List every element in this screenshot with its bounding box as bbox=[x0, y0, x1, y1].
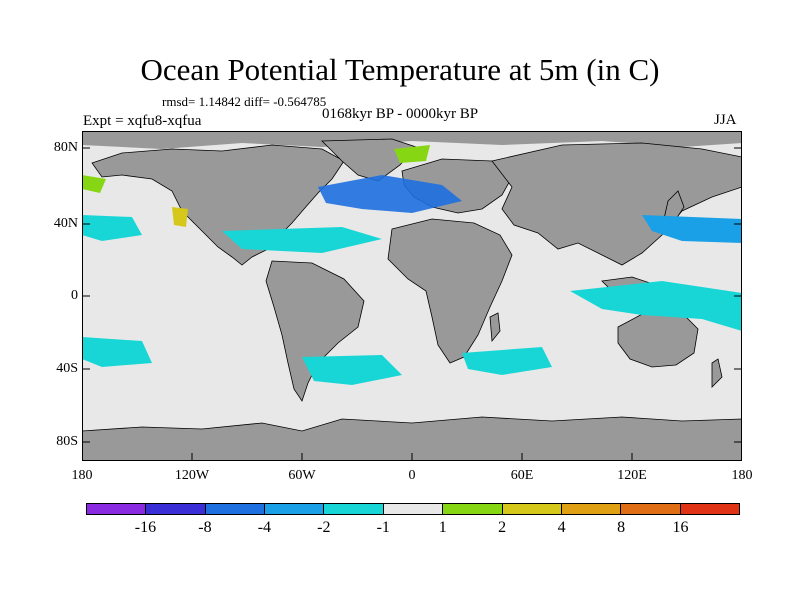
lat-label-80n: 80N bbox=[53, 140, 78, 155]
anomaly-south-pacific-east bbox=[82, 337, 152, 367]
tick-marks bbox=[82, 147, 742, 461]
land-new-zealand bbox=[711, 358, 723, 388]
anomaly-south-indian bbox=[462, 347, 552, 375]
colorbar-cell bbox=[443, 504, 503, 514]
colorbar-label: -1 bbox=[376, 519, 390, 536]
anomaly-north-pacific-west bbox=[642, 215, 742, 243]
colorbar-cell bbox=[324, 504, 384, 514]
colorbar-cell bbox=[502, 504, 562, 514]
lon-label-120w: 120W bbox=[174, 468, 210, 483]
colorbar-label: 2 bbox=[498, 519, 507, 536]
anomaly-north-pacific-east bbox=[82, 215, 142, 241]
experiment-label: Expt = xqfu8-xqfua bbox=[83, 113, 202, 129]
colorbar-cell bbox=[265, 504, 325, 514]
world-map bbox=[82, 131, 742, 461]
colorbar-label: -8 bbox=[198, 519, 212, 536]
land-asia bbox=[491, 142, 742, 266]
land-south-america bbox=[265, 260, 365, 402]
colorbar-label: -4 bbox=[257, 519, 272, 536]
colorbar-cell bbox=[680, 504, 739, 514]
colorbar-label: -16 bbox=[134, 519, 157, 536]
colorbar-label: 4 bbox=[557, 519, 566, 536]
colorbar-label: 8 bbox=[617, 519, 626, 536]
colorbar-label: 1 bbox=[438, 519, 447, 536]
colorbar-label: -2 bbox=[317, 519, 331, 536]
season-label: JJA bbox=[714, 112, 737, 128]
colorbar bbox=[86, 503, 740, 515]
colorbar-cell bbox=[621, 504, 681, 514]
colorbar-cell bbox=[87, 504, 147, 514]
colorbar-cell bbox=[383, 504, 444, 514]
stats-text: rmsd= 1.14842 diff= -0.564785 bbox=[162, 94, 327, 109]
land-antarctica bbox=[82, 416, 742, 461]
anomaly-indo-pacific bbox=[570, 281, 742, 331]
lon-label-60w: 60W bbox=[288, 468, 316, 483]
anomaly-greenland-sea-warm bbox=[394, 145, 430, 163]
lon-label-120e: 120E bbox=[617, 468, 647, 483]
lat-label-80s: 80S bbox=[56, 434, 78, 449]
anomaly-california-warm bbox=[172, 207, 188, 227]
colorbar-label: 16 bbox=[672, 519, 689, 536]
anomaly-pacific-warm bbox=[82, 175, 106, 193]
land-madagascar bbox=[489, 312, 501, 343]
land-arctic bbox=[82, 131, 742, 149]
colorbar-cell bbox=[146, 504, 206, 514]
colorbar-cell bbox=[561, 504, 622, 514]
colorbar-cell bbox=[205, 504, 266, 514]
lon-label-180w: 180 bbox=[71, 468, 93, 483]
land-africa bbox=[387, 218, 513, 364]
land-greenland bbox=[321, 138, 417, 182]
lon-label-60e: 60E bbox=[510, 468, 534, 483]
lon-label-0: 0 bbox=[408, 468, 416, 483]
anomaly-north-atlantic bbox=[318, 175, 462, 213]
anomaly-tropical-atlantic-north bbox=[222, 227, 382, 253]
lat-label-40s: 40S bbox=[56, 361, 78, 376]
period-label: 0168kyr BP - 0000kyr BP bbox=[322, 106, 479, 122]
lat-label-0: 0 bbox=[71, 288, 78, 303]
lon-label-180e: 180 bbox=[731, 468, 753, 483]
lat-label-40n: 40N bbox=[53, 216, 78, 231]
anomaly-south-atlantic bbox=[302, 355, 402, 385]
map-frame bbox=[82, 131, 742, 461]
chart-title: Ocean Potential Temperature at 5m (in C) bbox=[140, 52, 660, 87]
